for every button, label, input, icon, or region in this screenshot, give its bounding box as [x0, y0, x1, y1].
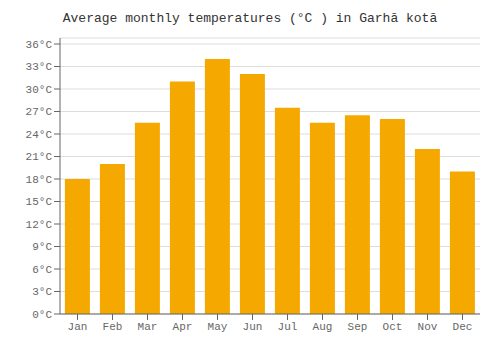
svg-text:Feb: Feb	[103, 321, 123, 333]
svg-text:Aug: Aug	[313, 321, 333, 333]
svg-text:0°C: 0°C	[32, 309, 52, 321]
svg-text:Jun: Jun	[243, 321, 263, 333]
svg-text:Sep: Sep	[348, 321, 368, 333]
svg-text:36°C: 36°C	[26, 39, 53, 51]
svg-text:Jan: Jan	[68, 321, 88, 333]
svg-text:33°C: 33°C	[26, 61, 53, 73]
svg-text:3°C: 3°C	[32, 286, 52, 298]
svg-text:May: May	[208, 321, 228, 333]
svg-text:30°C: 30°C	[26, 84, 53, 96]
svg-text:21°C: 21°C	[26, 151, 53, 163]
svg-text:9°C: 9°C	[32, 241, 52, 253]
svg-text:15°C: 15°C	[26, 196, 53, 208]
svg-text:24°C: 24°C	[26, 129, 53, 141]
svg-text:Mar: Mar	[138, 321, 158, 333]
svg-text:27°C: 27°C	[26, 106, 53, 118]
svg-text:Oct: Oct	[383, 321, 403, 333]
svg-text:12°C: 12°C	[26, 219, 53, 231]
svg-text:Dec: Dec	[453, 321, 473, 333]
svg-text:Nov: Nov	[418, 321, 438, 333]
html-text:Average monthly temperatures (: Average monthly temperatures (°C ) in Ga…	[62, 11, 438, 26]
svg-text:18°C: 18°C	[26, 174, 53, 186]
svg-text:Apr: Apr	[173, 321, 193, 333]
svg-text:6°C: 6°C	[32, 264, 52, 276]
svg-text:Jul: Jul	[278, 321, 298, 333]
